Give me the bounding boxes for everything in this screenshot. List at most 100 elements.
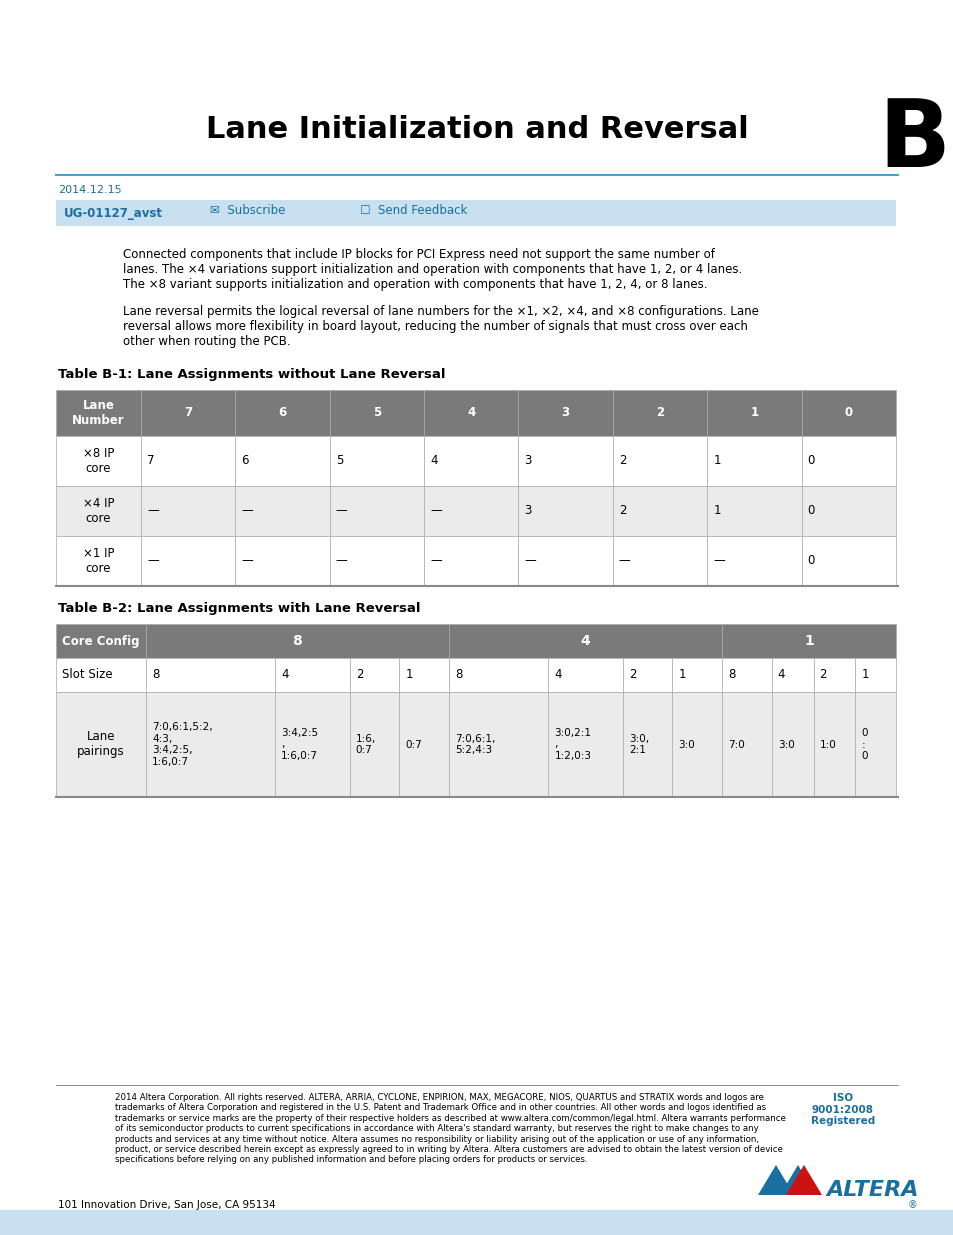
- Bar: [56, 200, 895, 226]
- Bar: [721, 658, 771, 692]
- Text: 3:4,2:5
,
1:6,0:7: 3:4,2:5 , 1:6,0:7: [281, 727, 318, 761]
- Text: ✉  Subscribe: ✉ Subscribe: [210, 204, 285, 217]
- Bar: [56, 658, 146, 692]
- Text: ☐  Send Feedback: ☐ Send Feedback: [359, 204, 467, 217]
- Text: 5: 5: [373, 406, 380, 420]
- Text: 6: 6: [278, 406, 287, 420]
- Text: 7: 7: [147, 454, 154, 468]
- Bar: [612, 487, 706, 536]
- Text: Core Config: Core Config: [62, 635, 139, 647]
- Text: B: B: [877, 95, 949, 186]
- Text: 2: 2: [618, 454, 626, 468]
- Text: Lane
pairings: Lane pairings: [77, 730, 125, 758]
- Bar: [855, 692, 895, 797]
- Bar: [424, 536, 518, 585]
- Text: 2: 2: [656, 406, 663, 420]
- Text: 4: 4: [777, 668, 784, 682]
- Bar: [56, 692, 146, 797]
- Text: 2: 2: [819, 668, 826, 682]
- Bar: [141, 487, 235, 536]
- Text: 101 Innovation Drive, San Jose, CA 95134: 101 Innovation Drive, San Jose, CA 95134: [58, 1200, 275, 1210]
- Text: The ×8 variant supports initialization and operation with components that have 1: The ×8 variant supports initialization a…: [123, 278, 707, 291]
- Bar: [771, 658, 813, 692]
- Bar: [706, 536, 801, 585]
- Text: 1: 1: [861, 668, 868, 682]
- Polygon shape: [758, 1165, 793, 1195]
- Bar: [330, 487, 424, 536]
- Text: —: —: [618, 555, 630, 568]
- Bar: [813, 658, 855, 692]
- Bar: [706, 487, 801, 536]
- Text: 2014.12.15: 2014.12.15: [58, 185, 121, 195]
- Text: 3:0,
2:1: 3:0, 2:1: [628, 734, 648, 756]
- Text: 3:0: 3:0: [678, 740, 695, 750]
- Bar: [801, 436, 895, 487]
- Bar: [350, 658, 399, 692]
- Text: 0: 0: [807, 454, 814, 468]
- Bar: [235, 487, 330, 536]
- Text: Lane Initialization and Reversal: Lane Initialization and Reversal: [206, 115, 747, 144]
- Bar: [612, 536, 706, 585]
- Text: 8: 8: [293, 634, 302, 648]
- Bar: [548, 658, 622, 692]
- Bar: [706, 436, 801, 487]
- Text: Lane
Number: Lane Number: [72, 399, 125, 427]
- Bar: [424, 390, 518, 436]
- Text: 7:0,6:1,5:2,
4:3,
3:4,2:5,
1:6,0:7: 7:0,6:1,5:2, 4:3, 3:4,2:5, 1:6,0:7: [152, 722, 213, 767]
- Bar: [56, 436, 141, 487]
- Text: 0: 0: [843, 406, 852, 420]
- Text: 1: 1: [750, 406, 758, 420]
- Text: 3:0,2:1
,
1:2,0:3: 3:0,2:1 , 1:2,0:3: [554, 727, 591, 761]
- Text: 1:6,
0:7: 1:6, 0:7: [355, 734, 375, 756]
- Text: 0: 0: [807, 505, 814, 517]
- Bar: [612, 390, 706, 436]
- Text: —: —: [524, 555, 536, 568]
- Text: 8: 8: [152, 668, 159, 682]
- Text: —: —: [430, 505, 441, 517]
- Bar: [548, 692, 622, 797]
- Text: 0
:
0: 0 : 0: [861, 727, 867, 761]
- Bar: [449, 624, 721, 658]
- Text: —: —: [335, 555, 347, 568]
- Text: 3: 3: [524, 505, 532, 517]
- Text: 3: 3: [524, 454, 532, 468]
- Text: UG-01127_avst: UG-01127_avst: [64, 206, 163, 220]
- Bar: [146, 692, 274, 797]
- Text: —: —: [430, 555, 441, 568]
- Bar: [235, 436, 330, 487]
- Bar: [622, 658, 672, 692]
- Bar: [235, 390, 330, 436]
- Text: 3:0: 3:0: [777, 740, 794, 750]
- Bar: [771, 692, 813, 797]
- Bar: [518, 487, 612, 536]
- Text: other when routing the PCB.: other when routing the PCB.: [123, 335, 291, 348]
- Bar: [518, 536, 612, 585]
- Text: 4: 4: [430, 454, 437, 468]
- Text: —: —: [147, 505, 158, 517]
- Text: —: —: [335, 505, 347, 517]
- Bar: [813, 692, 855, 797]
- Text: 4: 4: [580, 634, 590, 648]
- Text: 6: 6: [241, 454, 249, 468]
- Text: ALTERA: ALTERA: [825, 1179, 918, 1200]
- Text: 8: 8: [455, 668, 462, 682]
- Bar: [672, 658, 721, 692]
- Text: 7: 7: [184, 406, 193, 420]
- Text: 7:0,6:1,
5:2,4:3: 7:0,6:1, 5:2,4:3: [455, 734, 495, 756]
- Bar: [330, 536, 424, 585]
- Text: 4: 4: [281, 668, 289, 682]
- Bar: [141, 390, 235, 436]
- Bar: [141, 536, 235, 585]
- Text: —: —: [713, 555, 724, 568]
- Bar: [855, 658, 895, 692]
- Bar: [518, 390, 612, 436]
- Bar: [146, 624, 449, 658]
- Bar: [801, 487, 895, 536]
- Bar: [399, 692, 449, 797]
- Bar: [424, 436, 518, 487]
- Polygon shape: [780, 1165, 815, 1195]
- Text: 8: 8: [727, 668, 735, 682]
- Text: 0:7: 0:7: [405, 740, 421, 750]
- Text: Table B-2: Lane Assignments with Lane Reversal: Table B-2: Lane Assignments with Lane Re…: [58, 601, 420, 615]
- Bar: [330, 390, 424, 436]
